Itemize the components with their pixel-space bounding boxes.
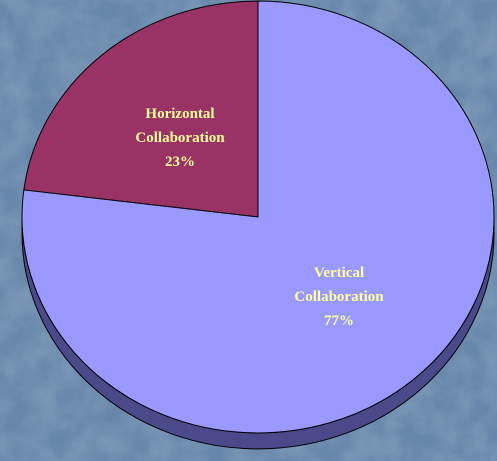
pie-slice-label-0: Horizontal Collaboration 23% — [135, 106, 225, 170]
pie-slice-0 — [23, 0, 259, 218]
slice-percent-label: 23% — [165, 154, 195, 170]
pie-top-layer — [21, 0, 495, 434]
slice-name-label: Horizontal — [145, 106, 214, 122]
slice-name-label: Collaboration — [135, 130, 225, 146]
slice-name-label: Collaboration — [294, 289, 384, 305]
pie-slice-1 — [21, 0, 495, 434]
slice-name-label: Vertical — [314, 265, 364, 281]
pie-labels-layer: Horizontal Collaboration 23% Vertical Collab… — [135, 106, 384, 329]
slice-percent-label: 77% — [324, 313, 354, 329]
pie-slice-label-1: Vertical Collaboration 77% — [294, 265, 384, 329]
